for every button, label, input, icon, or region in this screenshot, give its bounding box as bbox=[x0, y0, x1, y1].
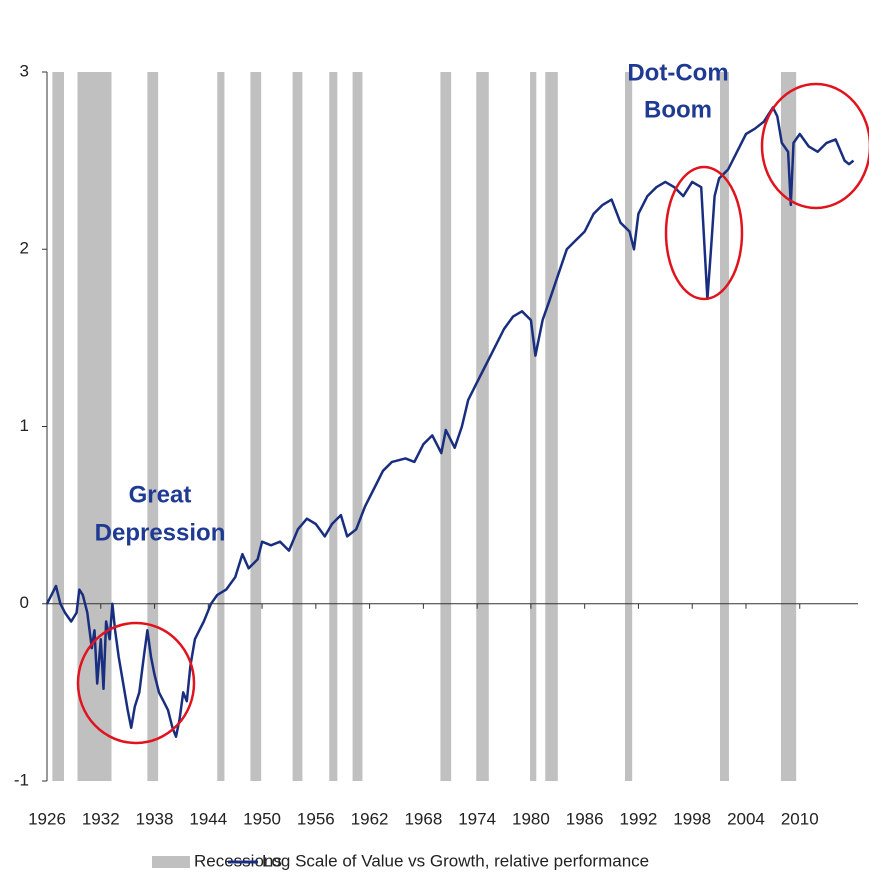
y-tick-label: 3 bbox=[20, 61, 29, 80]
lines bbox=[45, 106, 855, 738]
annotation: Boom bbox=[644, 96, 712, 123]
x-tick-label: 1998 bbox=[673, 809, 711, 828]
x-tick-label: 1926 bbox=[28, 809, 66, 828]
legend-label: Log Scale of Value vs Growth, relative p… bbox=[262, 851, 649, 870]
recession-band bbox=[719, 72, 729, 781]
recession-band bbox=[292, 72, 303, 781]
legend-swatch bbox=[152, 856, 190, 868]
x-tick-label: 1986 bbox=[566, 809, 604, 828]
highlight-circle bbox=[760, 82, 869, 210]
annotation: Great bbox=[129, 481, 192, 508]
recession-band bbox=[52, 72, 65, 781]
x-tick-label: 1944 bbox=[189, 809, 227, 828]
y-tick-label: 1 bbox=[20, 416, 29, 435]
x-tick-label: 1938 bbox=[136, 809, 174, 828]
axes: 3 2 1 0 -1 1926 1932 1938 1944 1950 1956 1962 1968 19… bbox=[14, 61, 858, 828]
x-tick-label: 2004 bbox=[727, 809, 765, 828]
legend: RecessionsLog Scale of Value vs Growth, … bbox=[152, 851, 649, 870]
recession-band bbox=[440, 72, 452, 781]
x-tick-label: 1962 bbox=[351, 809, 389, 828]
recession-band bbox=[77, 72, 112, 781]
x-tick-label: 1992 bbox=[620, 809, 658, 828]
recession-band bbox=[476, 72, 489, 781]
y-tick-label: 0 bbox=[20, 593, 29, 612]
x-tick-label: 1950 bbox=[243, 809, 281, 828]
recession-band bbox=[530, 72, 537, 781]
x-tick-label: 1974 bbox=[458, 809, 496, 828]
recession-band bbox=[250, 72, 262, 781]
x-tick-label: 2010 bbox=[781, 809, 819, 828]
series-line bbox=[45, 106, 855, 738]
annotation: Depression bbox=[95, 519, 226, 546]
recession-band bbox=[217, 72, 225, 781]
annotation: Dot-Com bbox=[627, 59, 728, 86]
x-tick-label: 1932 bbox=[82, 809, 120, 828]
recession-band bbox=[625, 72, 633, 781]
highlight-circle bbox=[76, 621, 196, 745]
x-tick-label: 1956 bbox=[297, 809, 335, 828]
recession-band bbox=[352, 72, 363, 781]
recession-band bbox=[545, 72, 558, 781]
recession-band bbox=[147, 72, 159, 781]
x-tick-label: 1980 bbox=[512, 809, 550, 828]
x-tick-label: 1968 bbox=[404, 809, 442, 828]
y-tick-label: -1 bbox=[14, 770, 29, 789]
y-tick-label: 2 bbox=[20, 239, 29, 258]
recession-band bbox=[329, 72, 338, 781]
recession-bands bbox=[52, 72, 797, 781]
highlight-circle bbox=[664, 165, 744, 301]
